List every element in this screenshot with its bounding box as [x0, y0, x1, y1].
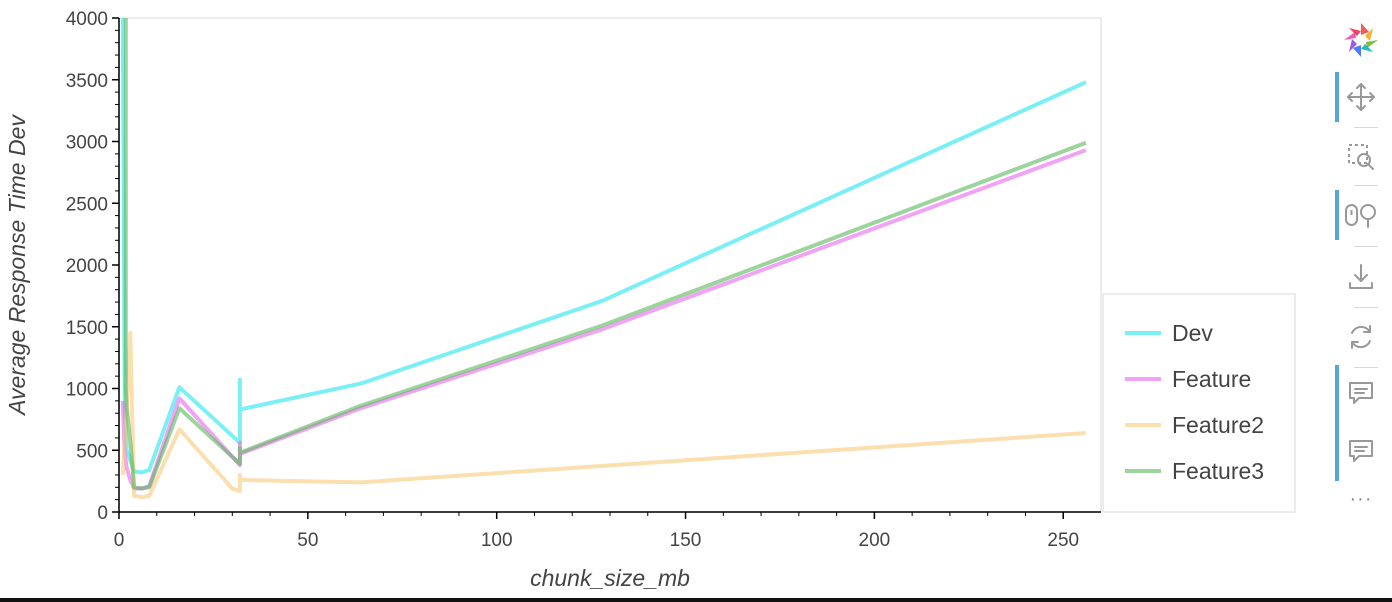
legend-label: Feature3: [1172, 458, 1264, 484]
bokeh-logo-icon[interactable]: [1330, 15, 1392, 65]
save-icon: [1349, 264, 1373, 289]
x-tick-label: 150: [670, 530, 702, 551]
legend: Dev Feature Feature2 Feature3: [1102, 293, 1296, 513]
y-tick-label: 1500: [66, 318, 108, 339]
x-tick-label: 100: [481, 530, 513, 551]
x-axis-title: chunk_size_mb: [530, 565, 690, 591]
hover-tool-button-1[interactable]: [1330, 365, 1392, 421]
series-line-2: [120, 148, 1087, 491]
y-tick-label: 500: [76, 441, 108, 462]
x-tick-label: 200: [859, 530, 891, 551]
legend-label: Feature: [1172, 366, 1251, 392]
y-tick-label: 2500: [66, 194, 108, 215]
legend-label: Feature2: [1172, 412, 1264, 438]
y-tick-label: 3000: [66, 133, 108, 154]
box-zoom-icon: [1348, 144, 1374, 170]
y-tick-label: 4000: [66, 9, 108, 30]
wheel-zoom-icon: [1345, 204, 1376, 228]
y-tick-label: 0: [97, 503, 108, 524]
series-line-4: [123, 18, 1087, 491]
series-layer: [120, 17, 1087, 500]
line-chart: 0 500 1000 1500 2000 2500 3000 3500 4000 0 50 100 15…: [4, 9, 1296, 591]
pan-tool-button[interactable]: [1330, 72, 1392, 122]
y-tick-label: 2000: [66, 256, 108, 277]
more-tools-button[interactable]: ···: [1349, 488, 1373, 510]
bottom-border: [0, 598, 1392, 602]
box-zoom-tool-button[interactable]: [1330, 132, 1392, 182]
hover-tool-button-2[interactable]: [1330, 421, 1392, 481]
legend-label: Dev: [1172, 320, 1213, 346]
pan-icon: [1347, 83, 1375, 111]
hover-icon: [1349, 382, 1373, 404]
save-tool-button[interactable]: [1330, 252, 1392, 302]
plot-frame: [118, 17, 1102, 513]
x-tick-label: 0: [114, 530, 125, 551]
wheel-zoom-tool-button[interactable]: [1330, 190, 1392, 240]
hover-icon: [1349, 440, 1373, 462]
legend-box: [1102, 293, 1296, 513]
y-axis-title: Average Response Time Dev: [4, 114, 30, 417]
y-tick-label: 3500: [66, 71, 108, 92]
toolbar: ···: [1330, 10, 1392, 520]
y-tick-label: 1000: [66, 380, 108, 401]
series-line-1: [120, 17, 1087, 475]
reset-icon: [1351, 325, 1371, 349]
plot-area-border: [118, 17, 1102, 513]
axes-layer: 0 500 1000 1500 2000 2500 3000 3500 4000 0 50 100 15…: [66, 9, 1101, 551]
x-tick-label: 250: [1047, 530, 1079, 551]
reset-tool-button[interactable]: [1330, 312, 1392, 362]
series-line-3: [120, 330, 1087, 500]
x-tick-label: 50: [297, 530, 318, 551]
